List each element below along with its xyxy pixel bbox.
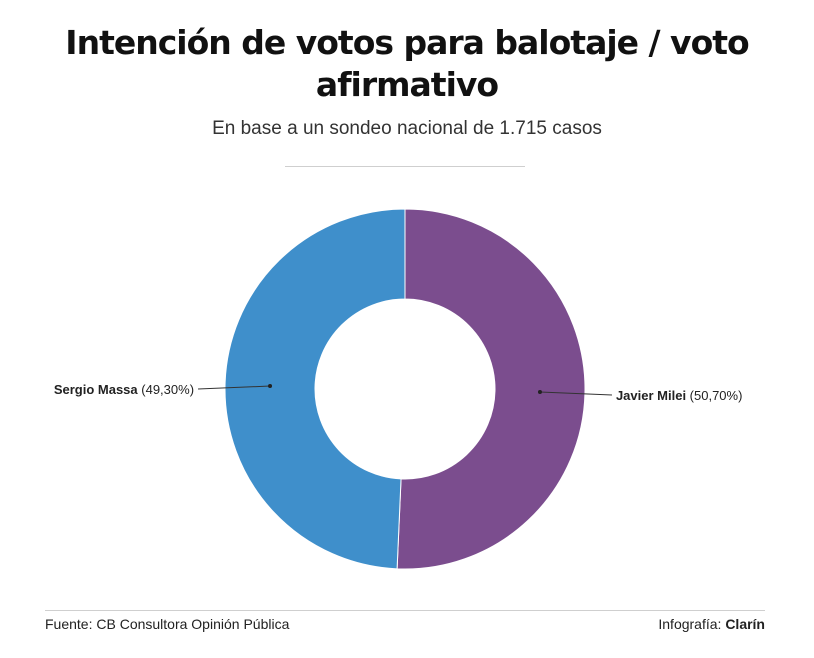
slice-label: Sergio Massa (49,30%) — [54, 382, 194, 397]
footer-divider — [45, 610, 765, 611]
footer-credit: Infografía: Clarín — [658, 616, 765, 632]
chart-subtitle: En base a un sondeo nacional de 1.715 ca… — [212, 118, 602, 139]
chart-title: Intención de votos para balotaje / voto … — [65, 23, 749, 104]
leader-line — [198, 385, 271, 390]
leader-dot — [537, 389, 542, 394]
slice-label: Javier Milei (50,70%) — [616, 388, 742, 403]
leader-dot — [268, 384, 273, 389]
slice-javier-milei — [396, 208, 586, 570]
leader-line — [539, 391, 612, 396]
footer-credit-brand: Clarín — [725, 616, 765, 632]
footer-source: Fuente: CB Consultora Opinión Pública — [45, 616, 290, 632]
title-divider — [285, 166, 525, 167]
footer-credit-prefix: Infografía: — [658, 616, 726, 632]
slice-sergio-massa — [224, 208, 406, 570]
